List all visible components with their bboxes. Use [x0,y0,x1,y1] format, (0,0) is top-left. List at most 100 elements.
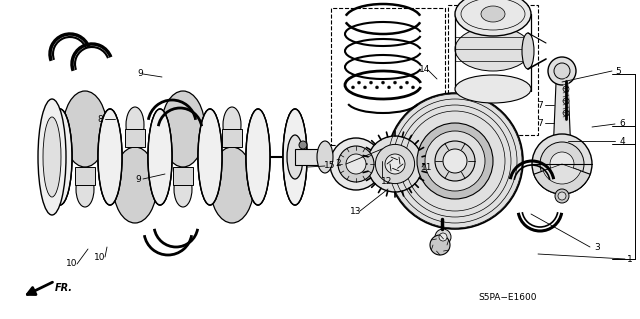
Circle shape [387,86,390,89]
Ellipse shape [287,135,303,179]
Circle shape [338,146,374,182]
Text: 10: 10 [94,253,106,262]
Ellipse shape [522,33,534,69]
Ellipse shape [148,109,172,205]
Ellipse shape [104,130,116,183]
Ellipse shape [98,109,122,205]
Text: S5PA−E1600: S5PA−E1600 [479,293,537,301]
Ellipse shape [53,130,67,183]
Ellipse shape [283,109,307,205]
Circle shape [330,138,382,190]
Circle shape [435,229,451,245]
Circle shape [385,154,405,174]
Circle shape [558,192,566,200]
Circle shape [412,86,415,89]
Circle shape [430,235,450,255]
Ellipse shape [283,109,307,205]
Ellipse shape [317,141,333,173]
Text: 2: 2 [335,160,341,168]
Circle shape [351,86,355,89]
Ellipse shape [210,147,254,223]
Ellipse shape [198,109,222,205]
Circle shape [367,136,423,192]
Text: 14: 14 [419,65,431,75]
Wedge shape [543,164,580,184]
Text: 15: 15 [324,161,336,170]
Ellipse shape [148,109,172,205]
Circle shape [532,134,592,194]
Ellipse shape [481,6,505,22]
Polygon shape [75,167,95,185]
Circle shape [435,141,475,181]
Bar [448,5,538,135]
Text: 7: 7 [537,118,543,128]
Ellipse shape [126,107,144,143]
Circle shape [439,233,447,241]
Circle shape [376,145,415,184]
Ellipse shape [246,109,270,205]
Ellipse shape [98,109,122,205]
Circle shape [394,81,397,84]
Text: 5: 5 [615,66,621,76]
Text: 6: 6 [619,120,625,129]
Ellipse shape [289,130,301,183]
Ellipse shape [48,109,72,205]
Polygon shape [125,129,145,147]
Circle shape [425,131,485,191]
Circle shape [369,81,372,84]
Bar [295,149,325,165]
Ellipse shape [48,109,72,205]
Circle shape [387,93,523,229]
Ellipse shape [154,130,166,183]
Text: 11: 11 [421,162,433,172]
Text: 1: 1 [627,255,633,263]
Ellipse shape [113,147,157,223]
Ellipse shape [204,130,216,183]
Circle shape [417,123,493,199]
Bar [331,8,445,145]
Ellipse shape [455,27,531,71]
Text: 9: 9 [135,174,141,183]
Ellipse shape [246,109,270,205]
Circle shape [299,141,307,149]
Circle shape [443,149,467,173]
Ellipse shape [63,91,107,167]
Circle shape [554,63,570,79]
Ellipse shape [455,75,531,103]
Ellipse shape [43,117,61,197]
Text: 7: 7 [537,100,543,109]
Text: 13: 13 [350,206,362,216]
Circle shape [376,86,378,89]
Polygon shape [553,83,571,154]
Circle shape [563,86,569,92]
Circle shape [563,110,569,116]
Ellipse shape [174,171,192,207]
Wedge shape [534,164,590,194]
Circle shape [399,86,403,89]
Polygon shape [173,167,193,185]
Text: 8: 8 [97,115,103,123]
Circle shape [358,81,360,84]
Circle shape [364,86,367,89]
Circle shape [406,81,408,84]
Ellipse shape [38,99,66,215]
Text: 9: 9 [137,70,143,78]
Text: 4: 4 [619,137,625,145]
Ellipse shape [76,171,94,207]
Ellipse shape [161,91,205,167]
Ellipse shape [455,0,531,36]
Circle shape [555,189,569,203]
Text: 10: 10 [67,259,77,269]
Circle shape [550,152,574,176]
Text: 12: 12 [381,176,393,186]
Circle shape [548,57,576,85]
Circle shape [381,81,385,84]
Circle shape [563,98,569,104]
Circle shape [540,142,584,186]
Ellipse shape [198,109,222,205]
Circle shape [346,154,366,174]
Ellipse shape [223,107,241,143]
Text: 3: 3 [594,242,600,251]
Polygon shape [222,129,242,147]
Ellipse shape [252,130,264,183]
